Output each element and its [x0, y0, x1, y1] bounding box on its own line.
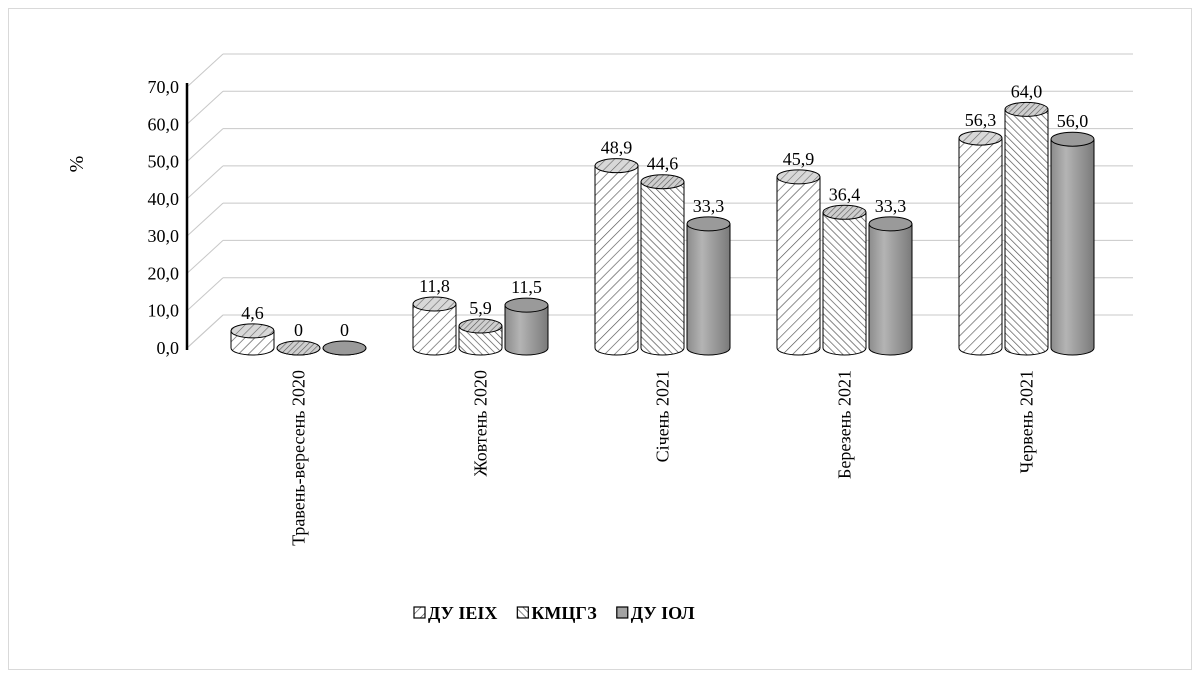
legend-entry: ДУ ІЕІХ [428, 603, 497, 623]
legend-swatch [516, 606, 529, 619]
bar-top [1004, 101, 1049, 117]
bar-1-1 [458, 318, 503, 356]
bar-4-0 [958, 130, 1003, 356]
y-tick-label: 30,0 [148, 226, 180, 246]
category-label: Червень 2021 [1017, 370, 1037, 473]
bar-body [686, 223, 731, 356]
bar-top [1050, 131, 1095, 147]
bar-body [504, 304, 549, 356]
bar-body [868, 223, 913, 356]
gridline-diag [186, 240, 224, 274]
gridline-diag [186, 165, 224, 200]
data-label: 56,0 [1057, 111, 1089, 131]
data-label: 33,3 [875, 196, 907, 216]
bars-layer [230, 101, 1095, 356]
bar-top [276, 340, 321, 356]
y-axis-label: % [66, 156, 88, 173]
labels-layer: 4,6 0 0 11,8 5,9 11,5 48,9 44,6 33,3 45,9 36,4 33,3… [241, 81, 1088, 340]
category-label: Березень 2021 [835, 370, 855, 479]
bar-top [686, 216, 731, 232]
bar-4-2 [1050, 131, 1095, 356]
bar-top [958, 130, 1003, 146]
data-label: 11,5 [511, 277, 542, 297]
bar-top [504, 297, 549, 313]
bar-2-1 [640, 174, 685, 356]
bar-top [322, 340, 367, 356]
gridline-diag [186, 202, 224, 237]
legend-swatch [413, 606, 426, 619]
bar-body [594, 165, 639, 356]
bar-3-2 [868, 216, 913, 356]
bar-top [458, 318, 503, 334]
bar-body [1050, 138, 1095, 356]
legend: ДУ ІЕІХ КМЦГЗ ДУ ІОЛ [413, 603, 695, 623]
bar-1-0 [412, 296, 457, 356]
bar-top [822, 204, 867, 220]
bar-body [1004, 108, 1049, 356]
bar-body [822, 211, 867, 356]
bar-top [594, 158, 639, 174]
legend-entry: ДУ ІОЛ [631, 603, 695, 623]
bar-4-1 [1004, 101, 1049, 356]
bar-top [412, 296, 457, 312]
data-label: 56,3 [965, 110, 997, 130]
data-label: 4,6 [241, 303, 264, 323]
chart-svg: 0,0 10,0 20,0 30,0 40,0 50,0 60,0 70,0 4,6 0 0 11,… [66, 53, 1133, 623]
bar-0-2 [322, 340, 367, 356]
legend-swatch [616, 606, 629, 619]
data-label: 0 [294, 320, 303, 340]
y-tick-label: 0,0 [157, 338, 180, 358]
bar-2-2 [686, 216, 731, 356]
y-tick-label: 20,0 [148, 263, 180, 283]
data-label: 45,9 [783, 149, 815, 169]
category-label: Жовтень 2020 [471, 370, 491, 476]
data-label: 44,6 [647, 154, 679, 174]
y-tick-label: 60,0 [148, 114, 180, 134]
bar-body [458, 325, 503, 356]
bar-body [640, 181, 685, 356]
bar-top [776, 169, 821, 185]
chart-frame: 0,0 10,0 20,0 30,0 40,0 50,0 60,0 70,0 4,6 0 0 11,… [8, 8, 1192, 670]
data-label: 48,9 [601, 138, 633, 158]
bar-3-0 [776, 169, 821, 356]
category-label: Січень 2021 [653, 370, 673, 462]
axis-layer: 0,0 10,0 20,0 30,0 40,0 50,0 60,0 70,0 [148, 77, 189, 358]
bar-1-2 [504, 297, 549, 356]
gridline-diag [186, 277, 224, 312]
data-label: 5,9 [469, 298, 492, 318]
bar-top [640, 174, 685, 190]
gridline-diag [186, 90, 224, 125]
y-tick-label: 40,0 [148, 189, 180, 209]
bar-top [230, 323, 275, 339]
y-tick-label: 50,0 [148, 152, 180, 172]
bar-body [776, 176, 821, 356]
data-label: 64,0 [1011, 81, 1043, 101]
y-tick-label: 70,0 [148, 77, 180, 97]
gridline-diag [186, 128, 224, 162]
data-label: 33,3 [693, 196, 725, 216]
data-label: 36,4 [829, 184, 861, 204]
legend-entry: КМЦГЗ [531, 603, 597, 623]
data-label: 11,8 [419, 276, 450, 296]
data-label: 0 [340, 320, 349, 340]
bar-body [958, 137, 1003, 356]
bar-body [412, 303, 457, 356]
bar-2-0 [594, 158, 639, 356]
gridline-diag [186, 53, 224, 88]
y-tick-label: 10,0 [148, 301, 180, 321]
category-label: Травень-вересень 2020 [289, 370, 309, 546]
floor-edge [186, 314, 224, 349]
bar-0-0 [230, 323, 275, 356]
bar-top [868, 216, 913, 232]
bar-3-1 [822, 204, 867, 356]
bar-0-1 [276, 340, 321, 356]
category-labels: Травень-вересень 2020 Жовтень 2020 Січень … [289, 370, 1037, 546]
